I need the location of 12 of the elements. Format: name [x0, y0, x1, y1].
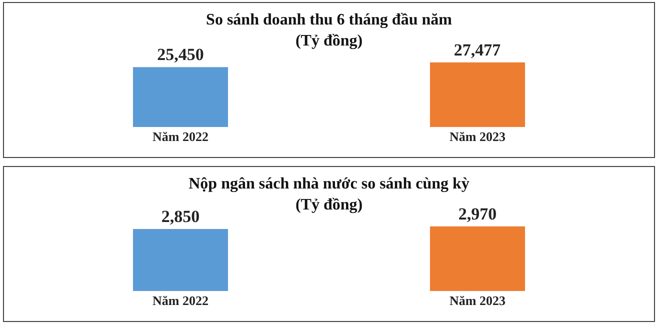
chart-subtitle: (Tỷ đồng): [295, 196, 363, 214]
x-tick-label: Năm 2023: [450, 129, 506, 144]
chart-subtitle: (Tỷ đồng): [295, 32, 363, 50]
x-tick-label: Năm 2022: [152, 129, 208, 144]
chart-title: So sánh doanh thu 6 tháng đầu năm: [206, 12, 453, 29]
data-label: 2,850: [161, 207, 200, 226]
x-tick-label: Năm 2022: [152, 293, 208, 308]
chart-title: Nộp ngân sách nhà nước so sánh cùng kỳ: [188, 176, 470, 193]
x-tick-label: Năm 2023: [450, 293, 506, 308]
data-label: 2,970: [458, 204, 497, 224]
data-label: 25,450: [157, 45, 204, 64]
data-label: 27,477: [454, 40, 502, 60]
